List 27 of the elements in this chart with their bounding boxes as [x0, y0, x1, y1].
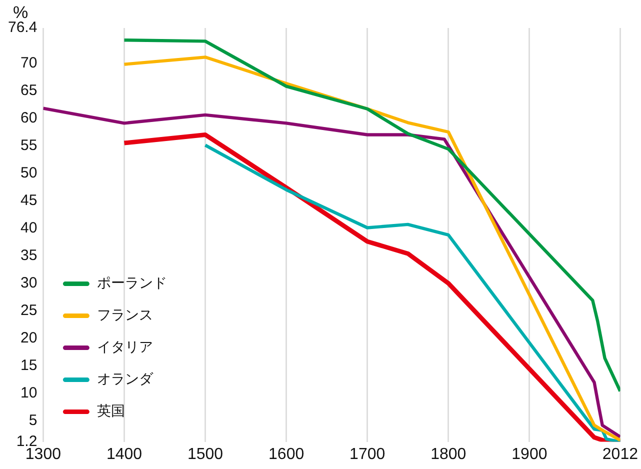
x-tick-label: 1900 — [512, 446, 548, 463]
x-tick-label: 1500 — [187, 446, 224, 463]
x-tick-label: 1300 — [25, 446, 62, 463]
x-tick-label: 2012 — [602, 446, 638, 463]
y-tick-label: 45 — [20, 192, 38, 209]
x-tick-label: 1600 — [268, 446, 304, 463]
y-tick-label: 70 — [20, 54, 38, 72]
y-tick-label: 55 — [20, 136, 38, 154]
y-tick-label: 20 — [20, 329, 38, 346]
y-tick-label: 35 — [20, 246, 38, 264]
y-tick-label: 50 — [20, 164, 38, 182]
legend-label: 英国 — [97, 402, 126, 419]
legend-label: ポーランド — [97, 274, 168, 291]
x-tick-label: 1800 — [430, 446, 466, 463]
legend-label: オランダ — [97, 370, 154, 387]
y-tick-label: 15 — [20, 357, 38, 374]
x-tick-label: 1400 — [106, 446, 142, 463]
y-tick-label: 10 — [20, 384, 38, 402]
y-tick-label: 65 — [20, 82, 38, 99]
y-tick-label: 40 — [20, 219, 38, 236]
y-tick-label: 60 — [20, 109, 38, 126]
legend-label: イタリア — [97, 338, 154, 355]
y-tick-label: 25 — [20, 302, 38, 319]
legend-label: フランス — [97, 306, 154, 323]
y-tick-label: 30 — [20, 274, 38, 292]
y-tick-label: 5 — [28, 412, 38, 430]
x-tick-label: 1700 — [350, 446, 386, 463]
